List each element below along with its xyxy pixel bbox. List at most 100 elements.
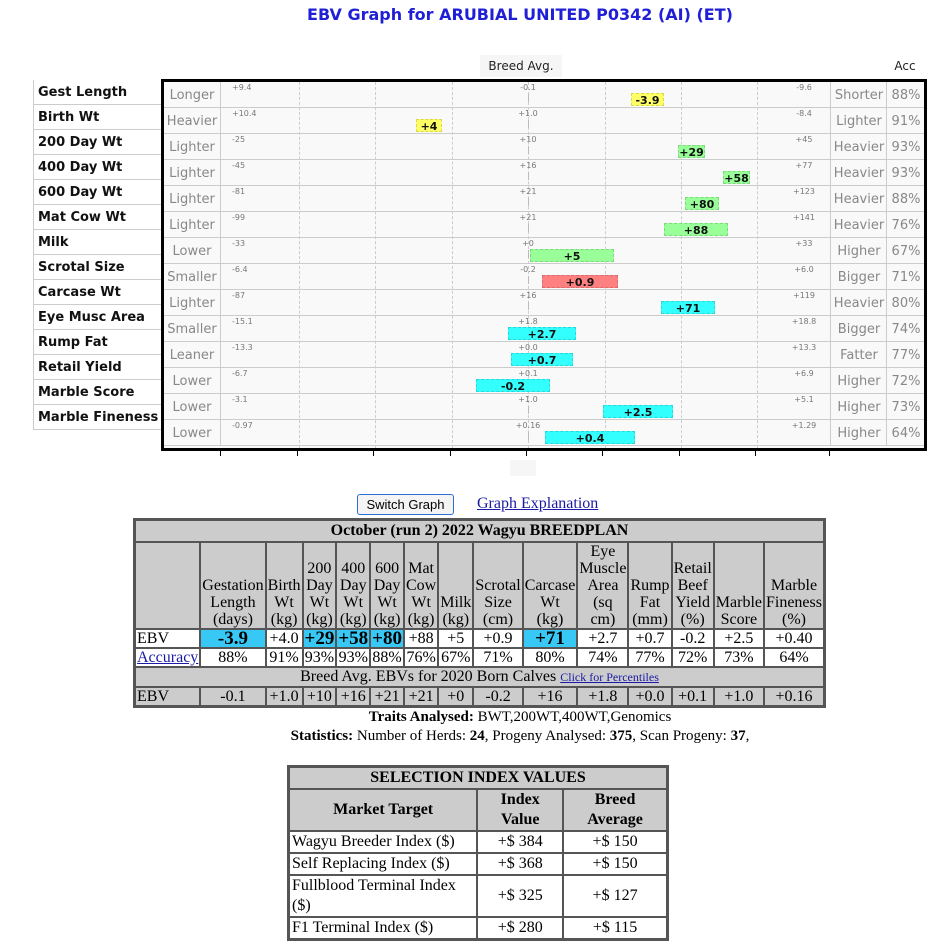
low-direction-label: Lighter [164,134,221,159]
herds-label: Number of Herds: [356,728,467,744]
grid-line [681,82,682,448]
breed-avg-value: +0.1 [518,369,538,378]
low-range-value: +10.4 [232,109,257,118]
column-header: Mat Cow Wt (kg) [404,542,439,629]
column-header: Gestation Length (days) [200,542,266,629]
accuracy-value: 88% [200,648,266,667]
ebv-bar: +5 [530,249,614,263]
breed-avg-value: +0.0 [518,343,538,352]
breed-avg-value: +1.8 [577,687,629,706]
accuracy-value: 67% [438,648,474,667]
ebv-bar: +2.7 [508,327,576,341]
low-direction-label: Lower [164,420,221,445]
progeny-label: Progeny Analysed: [492,728,607,744]
high-direction-label: Higher [830,420,887,445]
low-direction-label: Lower [164,394,221,419]
trait-label: Marble Fineness [33,405,161,430]
breed-avg-value: +0.16 [515,421,541,430]
graph-row: Heavier +10.4 +1.0 -8.4 +4 Lighter 91% [164,108,924,134]
breed-avg-value: +21 [370,687,404,706]
switch-graph-button[interactable]: Switch Graph [357,494,454,515]
breed-avg-line [528,302,529,310]
accuracy-value: 88% [370,648,404,667]
trait-label: Milk [33,230,161,255]
breed-avg-line [528,276,529,284]
low-direction-label: Smaller [164,316,221,341]
trait-label: Rump Fat [33,330,161,355]
progeny-value: 375 [609,728,633,744]
low-direction-label: Longer [164,82,221,107]
ebv-bar: -0.2 [476,379,550,393]
breed-avg-line [528,198,529,206]
accuracy-link[interactable]: Accuracy [137,649,199,666]
breed-avg-value: +0 [522,239,534,248]
high-direction-label: Heavier [830,160,887,185]
grid-line [757,82,758,448]
graph-row: Smaller -15.1 +1.8 +18.8 +2.7 Bigger 74% [164,316,924,342]
breed-avg-value: +16 [519,161,537,170]
ebv-value: +0.40 [763,629,824,648]
accuracy-value: 64% [886,420,925,445]
breed-avg-value: +0.0 [628,687,672,706]
accuracy-value: 73% [713,648,764,667]
low-direction-label: Lighter [164,186,221,211]
trait-label: 600 Day Wt [33,180,161,205]
grid-line [528,82,529,448]
trait-label: Birth Wt [33,105,161,130]
high-range-value: +33 [795,239,813,248]
low-direction-label: Lighter [164,290,221,315]
breed-avg-value: +0.1 [671,687,714,706]
ebv-value: +4.0 [265,629,303,648]
index-row: Wagyu Breeder Index ($) +$ 384 +$ 150 [289,831,667,853]
grid-line [299,82,300,448]
high-range-value: +77 [795,161,813,170]
accuracy-value: 80% [522,648,578,667]
column-header: Carcase Wt (kg) [522,542,578,629]
accuracy-value: 93% [336,648,371,667]
low-direction-label: Leaner [164,342,221,367]
low-range-value: -87 [232,291,246,300]
ebv-value: +0.7 [628,629,672,648]
accuracy-value: 71% [886,264,925,289]
index-breed-avg: +$ 115 [563,917,667,939]
percentiles-link[interactable]: Click for Percentiles [560,670,659,684]
low-direction-label: Lower [164,368,221,393]
low-direction-label: Smaller [164,264,221,289]
trait-label: Scrotal Size [33,255,161,280]
breed-avg-value: +1.0 [713,687,764,706]
accuracy-link-cell[interactable]: Accuracy [135,648,201,667]
high-range-value: +1.29 [791,421,817,430]
x-axis-ticks [161,448,927,456]
breed-avg-value: +0.16 [763,687,824,706]
high-range-value: +141 [793,213,815,222]
trait-label: Carcase Wt [33,280,161,305]
high-range-value: -8.4 [796,109,812,118]
accuracy-row: Accuracy 88% 91% 93% 93% 88% 76% 67% 71% 80% 74% 7… [135,648,824,667]
column-header: 600 Day Wt (kg) [370,542,404,629]
ebv-bar: -3.9 [631,93,664,107]
ebv-value: -0.2 [671,629,714,648]
graph-row: Lower -6.7 +0.1 +6.9 -0.2 Higher 72% [164,368,924,394]
accuracy-value: 93% [886,134,925,159]
index-value: +$ 325 [477,875,564,917]
low-direction-label: Lighter [164,212,221,237]
graph-row: Longer +9.4 -0.1 -9.6 -3.9 Shorter 88% [164,82,924,108]
ebv-bar: +71 [661,301,715,315]
accuracy-value: 77% [628,648,672,667]
trait-label: 400 Day Wt [33,155,161,180]
accuracy-value: 71% [473,648,523,667]
breed-avg-line [528,406,529,414]
column-header: 400 Day Wt (kg) [336,542,371,629]
high-range-value: +6.0 [794,265,814,274]
selection-index-title: SELECTION INDEX VALUES [289,767,667,789]
breed-avg-line [528,432,529,440]
traits-analysed: Traits Analysed: BWT,200WT,400WT,Genomic… [0,709,946,726]
ebv-bar: +0.9 [542,275,618,289]
breed-avg-value: +21 [519,187,537,196]
high-direction-label: Higher [830,394,887,419]
scan-value: 37 [730,728,746,744]
graph-explanation-link[interactable]: Graph Explanation [477,495,599,512]
index-value: +$ 384 [477,831,564,853]
breed-avg-header: Breed Avg. [480,55,562,77]
ebv-value: +29 [302,628,337,649]
